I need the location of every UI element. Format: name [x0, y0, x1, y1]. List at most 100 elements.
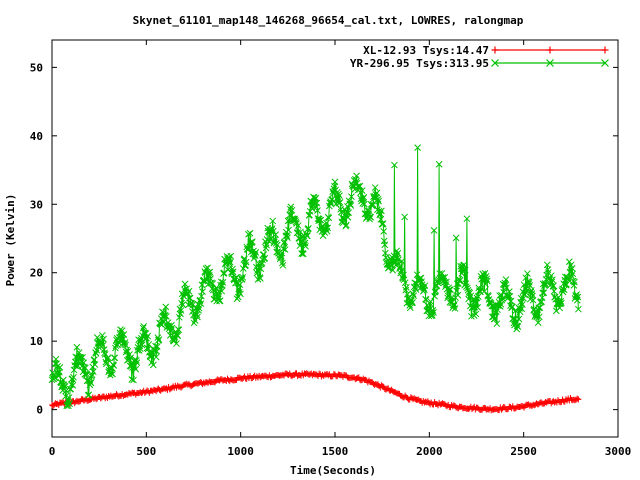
data-point [414, 144, 421, 151]
data-point [61, 383, 69, 390]
data-point [558, 299, 565, 307]
data-point [138, 341, 146, 349]
data-point [216, 297, 224, 305]
data-point [305, 225, 312, 232]
data-point [373, 189, 381, 197]
data-point [246, 229, 254, 237]
data-point [528, 290, 536, 297]
data-point [195, 304, 203, 312]
data-point [82, 372, 90, 379]
data-point [263, 241, 270, 249]
data-point [526, 281, 534, 289]
data-point [575, 305, 582, 313]
data-point [409, 299, 416, 306]
data-point [93, 334, 101, 341]
data-point [492, 308, 500, 315]
legend-marker [601, 46, 609, 54]
data-point [281, 238, 288, 246]
data-point [444, 292, 452, 300]
data-point [375, 197, 382, 205]
data-point [410, 292, 418, 299]
data-point [281, 246, 289, 253]
data-point [91, 361, 99, 368]
data-point [194, 313, 201, 321]
data-point [461, 266, 469, 274]
data-point [508, 304, 515, 312]
data-point [241, 255, 248, 263]
data-point [452, 234, 460, 242]
data-point [539, 289, 547, 297]
data-point [514, 323, 522, 330]
data-point [238, 275, 246, 283]
data-point [389, 266, 397, 274]
y-tick-label: 0 [36, 404, 43, 417]
data-point [130, 376, 137, 384]
data-point [124, 347, 132, 355]
data-point [181, 280, 189, 288]
data-point [245, 245, 253, 253]
data-point [345, 209, 352, 216]
data-point [496, 303, 504, 310]
data-point [504, 292, 512, 300]
data-point [412, 284, 419, 292]
data-point [503, 284, 510, 292]
data-point [121, 339, 129, 346]
data-point [132, 365, 140, 373]
data-point [454, 291, 462, 299]
data-point [449, 301, 457, 309]
data-point [155, 336, 163, 343]
y-tick-label: 30 [30, 198, 43, 211]
data-point [232, 279, 240, 287]
data-point [361, 200, 368, 208]
data-point [89, 368, 97, 375]
data-point [56, 364, 64, 371]
data-point [391, 161, 398, 169]
data-point [379, 220, 387, 227]
data-point [302, 242, 309, 250]
data-point [481, 287, 488, 295]
data-point [431, 288, 439, 296]
x-tick-label: 1000 [227, 445, 254, 458]
data-point [459, 267, 467, 275]
data-point [490, 313, 497, 321]
data-point [51, 374, 59, 382]
data-point [195, 306, 202, 314]
data-point [104, 354, 112, 362]
data-point [369, 202, 376, 210]
data-point [445, 286, 453, 294]
data-point [218, 287, 226, 295]
data-point [563, 281, 570, 288]
data-point [152, 353, 160, 361]
data-point [252, 249, 260, 256]
y-tick-label: 50 [30, 61, 43, 74]
data-point [220, 269, 228, 277]
data-point [118, 327, 126, 334]
data-point [314, 207, 321, 214]
data-point [72, 362, 80, 370]
data-point [441, 273, 449, 281]
data-point [550, 287, 558, 295]
data-point [226, 260, 234, 268]
data-point [557, 297, 565, 305]
data-point [269, 217, 277, 225]
y-tick-label: 10 [30, 335, 43, 348]
data-point [247, 239, 255, 246]
data-point [568, 265, 576, 272]
data-point [435, 160, 443, 168]
legend: XL-12.93 Tsys:14.47 YR-296.95 Tsys:313.9… [350, 44, 609, 70]
data-point [199, 288, 206, 296]
x-tick-label: 3000 [605, 445, 632, 458]
data-point [65, 394, 73, 401]
data-point [315, 217, 322, 225]
data-point [152, 342, 159, 350]
data-point [447, 286, 454, 293]
data-point [87, 379, 95, 387]
data-point [324, 224, 331, 232]
data-point [62, 387, 70, 394]
data-point [397, 267, 405, 275]
data-point [443, 278, 450, 286]
data-point [534, 319, 542, 326]
data-point [421, 282, 429, 290]
data-point [288, 206, 296, 214]
